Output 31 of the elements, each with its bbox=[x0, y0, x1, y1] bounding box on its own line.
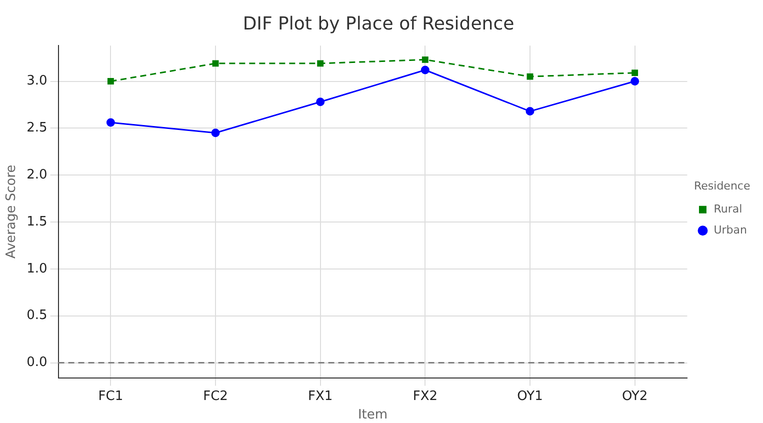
y-tick-label: 1.5 bbox=[26, 214, 48, 230]
y-tick-label: 3.0 bbox=[26, 74, 48, 89]
y-tick-label: 2.5 bbox=[26, 120, 48, 136]
point bbox=[632, 70, 638, 76]
y-tick-label: 0.5 bbox=[26, 308, 48, 324]
chart-title: DIF Plot by Place of Residence bbox=[242, 13, 514, 34]
point bbox=[316, 98, 325, 106]
point bbox=[211, 128, 220, 138]
point bbox=[317, 60, 324, 67]
x-axis-title: Item bbox=[358, 408, 388, 423]
point bbox=[526, 73, 534, 80]
point bbox=[420, 66, 430, 74]
y-tick-label: 1.0 bbox=[26, 261, 48, 276]
x-tick-label: FC1 bbox=[98, 388, 124, 404]
legend-label: Urban bbox=[714, 223, 748, 236]
x-tick-label: FX2 bbox=[412, 388, 438, 404]
x-tick-label: FX1 bbox=[308, 388, 333, 404]
point bbox=[630, 77, 640, 86]
y-tick-label: 0.0 bbox=[26, 355, 48, 370]
x-tick-label: FC2 bbox=[203, 388, 228, 404]
x-tick-label: OY2 bbox=[622, 388, 648, 404]
y-axis-title: Average Score bbox=[4, 164, 20, 259]
point bbox=[107, 78, 114, 84]
point bbox=[422, 56, 428, 63]
legend-label: Rural bbox=[714, 202, 742, 216]
point bbox=[212, 60, 219, 67]
legend-title: Residence bbox=[694, 179, 750, 192]
x-tick-label: OY1 bbox=[517, 388, 543, 404]
y-tick-label: 2.0 bbox=[26, 167, 48, 182]
point bbox=[106, 118, 115, 127]
point bbox=[526, 107, 534, 116]
